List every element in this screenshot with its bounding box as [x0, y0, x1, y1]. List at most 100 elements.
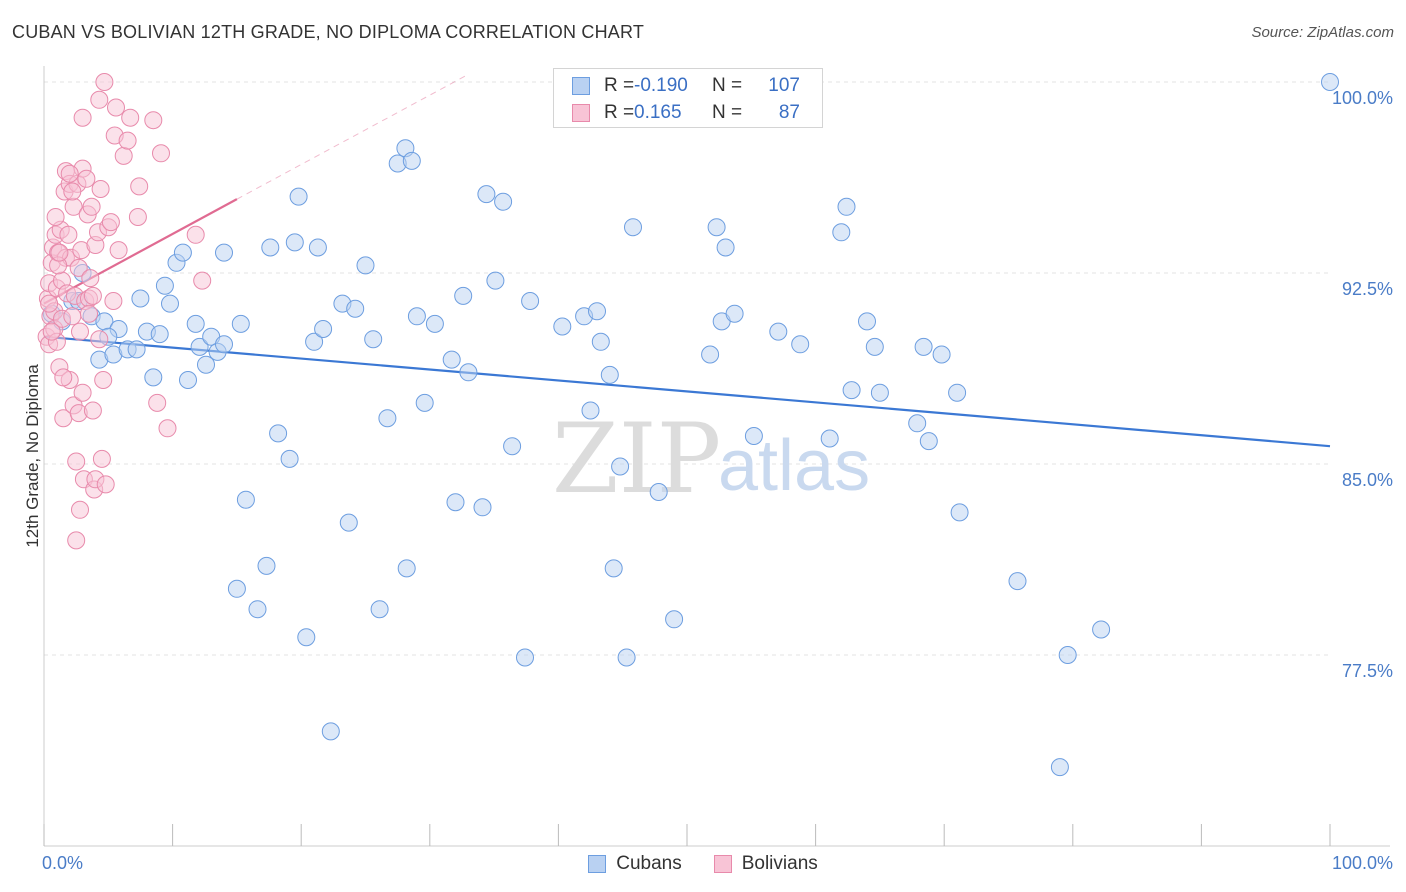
- legend-item-cubans[interactable]: Cubans: [588, 853, 682, 875]
- point-cubans: [1321, 73, 1339, 91]
- point-cubans: [1050, 758, 1069, 777]
- point-bolivians: [73, 108, 92, 127]
- point-bolivians: [144, 111, 163, 130]
- point-bolivians: [96, 475, 115, 494]
- point-cubans: [837, 197, 856, 216]
- points-layer: [37, 73, 1339, 777]
- point-cubans: [215, 243, 233, 262]
- legend-label-bolivians: Bolivians: [741, 853, 818, 874]
- point-bolivians: [40, 294, 59, 313]
- n-value-bolivians: 87: [778, 102, 800, 123]
- point-cubans: [832, 223, 851, 242]
- point-bolivians: [71, 500, 89, 519]
- point-cubans: [477, 185, 496, 204]
- point-cubans: [553, 317, 572, 336]
- point-bolivians: [128, 208, 147, 226]
- point-bolivians: [83, 401, 102, 420]
- point-cubans: [707, 218, 726, 237]
- point-bolivians: [121, 108, 140, 127]
- point-cubans: [215, 335, 233, 354]
- point-cubans: [1008, 572, 1027, 591]
- point-cubans: [716, 238, 735, 257]
- point-cubans: [173, 243, 192, 262]
- point-bolivians: [67, 531, 86, 550]
- point-cubans: [486, 271, 505, 290]
- point-bolivians: [81, 269, 100, 288]
- point-bolivians: [130, 177, 149, 196]
- chart-legend: Cubans Bolivians: [0, 852, 1406, 876]
- point-cubans: [378, 409, 397, 428]
- legend-item-bolivians[interactable]: Bolivians: [713, 853, 818, 875]
- chart-title: CUBAN VS BOLIVIAN 12TH GRADE, NO DIPLOMA…: [12, 22, 645, 42]
- point-bolivians: [59, 225, 78, 244]
- point-cubans: [425, 314, 444, 333]
- point-cubans: [516, 648, 534, 667]
- point-bolivians: [50, 243, 69, 262]
- point-bolivians: [152, 144, 170, 163]
- point-cubans: [870, 383, 889, 402]
- point-cubans: [150, 325, 169, 344]
- cubans-swatch-icon: [572, 77, 590, 95]
- point-cubans: [932, 345, 951, 364]
- point-cubans: [617, 648, 636, 667]
- point-cubans: [865, 337, 884, 356]
- point-cubans: [248, 600, 267, 619]
- point-cubans: [179, 371, 197, 389]
- chart-source: Source: ZipAtlas.com: [1251, 24, 1394, 41]
- point-cubans: [144, 368, 163, 387]
- bolivians-swatch-icon: [572, 104, 590, 122]
- point-cubans: [280, 449, 299, 468]
- point-bolivians: [101, 213, 120, 232]
- point-bolivians: [90, 90, 109, 109]
- cubans-legend-swatch-icon: [588, 855, 607, 873]
- point-cubans: [624, 218, 642, 237]
- point-cubans: [339, 513, 358, 532]
- tick-labels: 0.0% 100.0% 100.0% 92.5% 85.0% 77.5% 12t…: [23, 88, 1393, 873]
- point-cubans: [581, 401, 600, 420]
- point-bolivians: [67, 452, 86, 471]
- point-cubans: [744, 427, 763, 445]
- y-tick-label-77-5: 77.5%: [1342, 661, 1393, 681]
- stats-legend-box: R = -0.190 N = 107 R = 0.165 N = 87: [553, 68, 823, 128]
- point-cubans: [190, 337, 209, 356]
- point-cubans: [665, 610, 684, 629]
- point-cubans: [297, 628, 316, 647]
- point-cubans: [604, 559, 623, 578]
- y-axis-title: 12th Grade, No Diploma: [23, 364, 42, 548]
- point-bolivians: [95, 73, 114, 91]
- point-cubans: [1092, 620, 1111, 639]
- point-cubans: [155, 276, 174, 295]
- point-cubans: [285, 233, 304, 252]
- stats-row-cubans: R = -0.190 N = 107: [572, 73, 800, 99]
- point-cubans: [305, 332, 324, 351]
- point-bolivians: [60, 164, 79, 183]
- point-cubans: [364, 330, 383, 349]
- point-cubans: [1058, 646, 1077, 664]
- point-cubans: [473, 498, 492, 517]
- point-cubans: [914, 337, 933, 356]
- trend-extension-bolivians: [236, 73, 469, 200]
- point-cubans: [197, 355, 215, 374]
- point-bolivians: [63, 182, 82, 201]
- point-cubans: [269, 424, 288, 443]
- point-cubans: [346, 299, 365, 318]
- point-bolivians: [186, 225, 205, 244]
- r-label: R =: [604, 102, 635, 123]
- point-bolivians: [91, 180, 110, 198]
- y-tick-label-92-5: 92.5%: [1342, 279, 1393, 299]
- point-cubans: [521, 292, 540, 310]
- point-bolivians: [54, 368, 73, 387]
- trend-line-bolivians: [43, 198, 238, 305]
- point-cubans: [227, 579, 246, 598]
- point-cubans: [446, 493, 465, 512]
- point-cubans: [769, 322, 788, 341]
- point-cubans: [321, 722, 340, 741]
- point-bolivians: [69, 258, 88, 277]
- stats-row-bolivians: R = 0.165 N = 87: [572, 100, 800, 126]
- watermark-atlas-text: atlas: [718, 426, 870, 506]
- point-cubans: [791, 335, 810, 354]
- point-cubans: [459, 363, 478, 382]
- point-bolivians: [46, 208, 65, 226]
